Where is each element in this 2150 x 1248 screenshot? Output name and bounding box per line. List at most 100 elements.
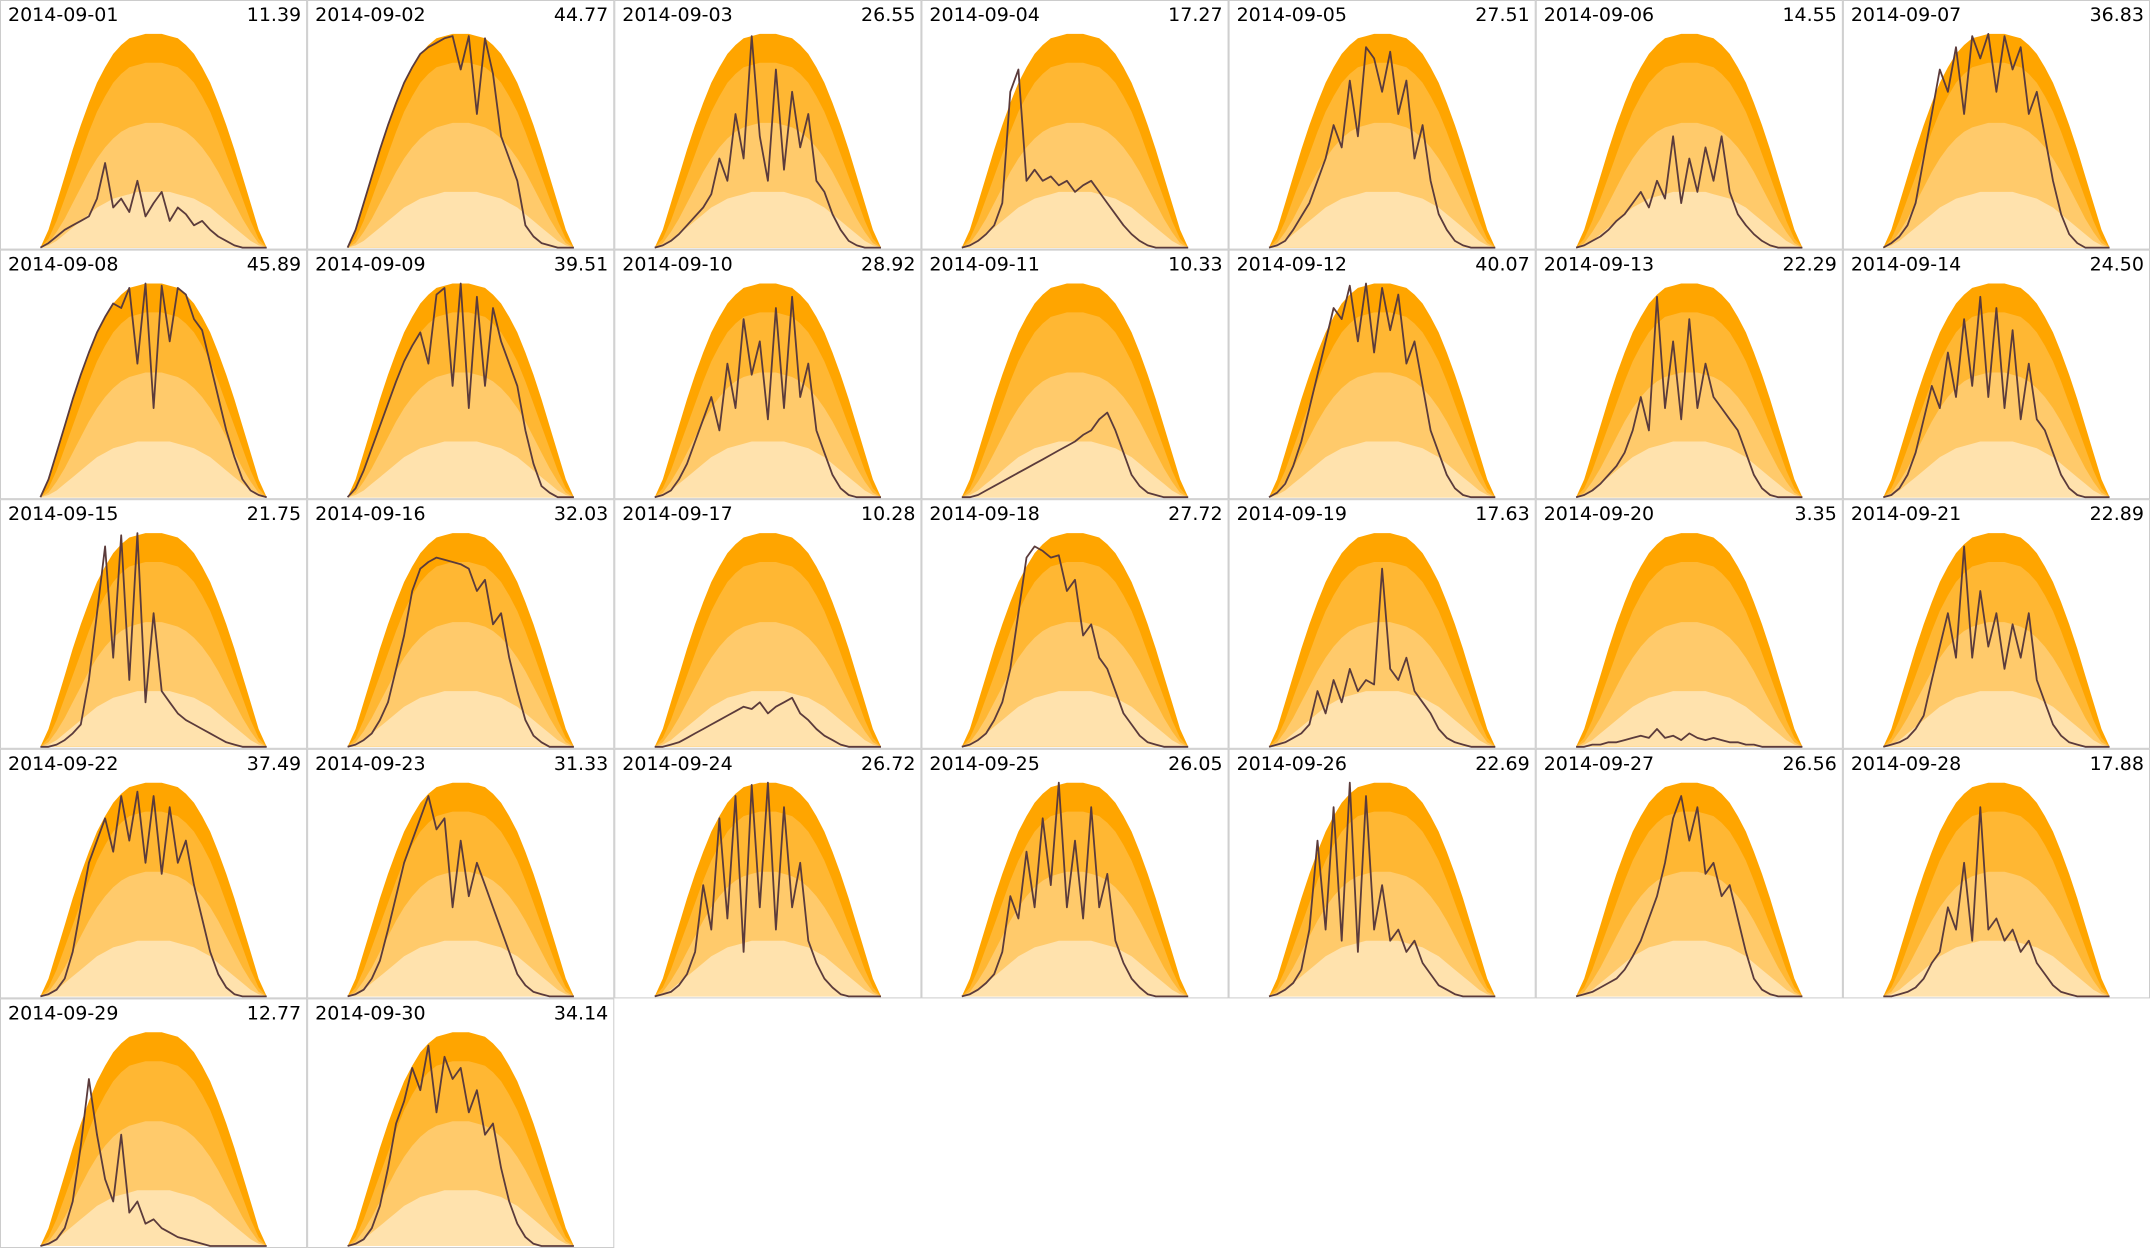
panel: 2014-09-11 10.33 bbox=[921, 249, 1229, 500]
day-line bbox=[346, 282, 574, 499]
day-line bbox=[1883, 545, 2110, 748]
panel-total: 14.55 bbox=[1782, 4, 1836, 26]
panel-frame bbox=[614, 249, 922, 500]
day-line bbox=[1268, 567, 1496, 748]
panel: 2014-09-05 27.51 bbox=[1228, 0, 1536, 250]
panel-frame bbox=[307, 499, 615, 749]
panel-date: 2014-09-06 bbox=[1544, 4, 1654, 26]
panel-date: 2014-09-07 bbox=[1851, 4, 1961, 26]
panel-total: 17.63 bbox=[1475, 503, 1529, 525]
band-area bbox=[654, 691, 881, 747]
panel-date: 2014-09-20 bbox=[1544, 503, 1654, 525]
panel-frame bbox=[1535, 0, 1843, 250]
panel-total: 27.72 bbox=[1168, 503, 1222, 525]
panel: 2014-09-06 14.55 bbox=[1535, 0, 1843, 250]
panel: 2014-09-26 22.69 bbox=[1228, 748, 1536, 999]
panel-total: 27.51 bbox=[1475, 4, 1529, 26]
panel-date: 2014-09-25 bbox=[929, 753, 1039, 775]
day-line bbox=[1883, 295, 2110, 499]
panel-total: 37.49 bbox=[247, 753, 301, 775]
panel: 2014-09-07 36.83 bbox=[1842, 0, 2150, 250]
panel-total: 44.77 bbox=[554, 4, 608, 26]
panel-date: 2014-09-30 bbox=[315, 1002, 425, 1024]
band-area bbox=[961, 691, 1189, 747]
panel: 2014-09-23 31.33 bbox=[307, 748, 615, 999]
panel: 2014-09-25 26.05 bbox=[921, 748, 1229, 999]
band-area bbox=[1576, 441, 1803, 498]
panel-date: 2014-09-27 bbox=[1544, 753, 1654, 775]
panel: 2014-09-30 34.14 bbox=[307, 998, 615, 1248]
panel-date: 2014-09-03 bbox=[622, 4, 732, 26]
panel-date: 2014-09-18 bbox=[929, 503, 1039, 525]
panel: 2014-09-28 17.88 bbox=[1842, 748, 2150, 999]
panel-date: 2014-09-04 bbox=[929, 4, 1039, 26]
band-area bbox=[961, 940, 1189, 997]
panel-date: 2014-09-10 bbox=[622, 254, 732, 276]
panel-frame bbox=[921, 0, 1229, 250]
day-line bbox=[1882, 33, 2110, 249]
panel-date: 2014-09-16 bbox=[315, 503, 425, 525]
panel-frame bbox=[0, 748, 308, 999]
band-area bbox=[654, 191, 881, 248]
panel: 2014-09-16 32.03 bbox=[307, 499, 615, 749]
panel: 2014-09-17 10.28 bbox=[614, 499, 922, 749]
panel-total: 45.89 bbox=[247, 254, 301, 276]
day-line bbox=[654, 295, 881, 499]
panel-total: 22.89 bbox=[2090, 503, 2144, 525]
day-line bbox=[347, 1044, 574, 1247]
band-area bbox=[40, 441, 267, 498]
panel-total: 22.69 bbox=[1475, 753, 1529, 775]
panel-frame bbox=[307, 748, 615, 999]
day-line bbox=[346, 35, 574, 249]
panel: 2014-09-21 22.89 bbox=[1842, 499, 2150, 749]
panel-date: 2014-09-08 bbox=[8, 254, 118, 276]
day-line bbox=[961, 411, 1189, 499]
panel-total: 3.35 bbox=[1795, 503, 1837, 525]
panel-total: 26.56 bbox=[1782, 753, 1836, 775]
panel-frame bbox=[921, 748, 1229, 999]
panel: 2014-09-02 44.77 bbox=[307, 0, 615, 250]
panel: 2014-09-03 26.55 bbox=[614, 0, 922, 250]
band-area bbox=[347, 691, 574, 747]
panel: 2014-09-22 37.49 bbox=[0, 748, 308, 999]
band-area bbox=[1576, 940, 1803, 997]
panel: 2014-09-13 22.29 bbox=[1535, 249, 1843, 500]
band-area bbox=[347, 940, 574, 997]
band-area bbox=[40, 940, 267, 997]
band-area bbox=[654, 940, 881, 997]
panel: 2014-09-08 45.89 bbox=[0, 249, 308, 500]
panel: 2014-09-12 40.07 bbox=[1228, 249, 1536, 500]
panel-total: 26.55 bbox=[861, 4, 915, 26]
day-line bbox=[1575, 295, 1803, 499]
day-line bbox=[39, 282, 267, 499]
day-line bbox=[1268, 781, 1496, 998]
panel-total: 26.72 bbox=[861, 753, 915, 775]
panel: 2014-09-24 26.72 bbox=[614, 748, 922, 999]
day-line bbox=[347, 556, 574, 748]
day-line bbox=[1575, 795, 1803, 998]
panel-frame bbox=[1535, 499, 1843, 749]
band-area bbox=[1269, 441, 1496, 498]
panel-date: 2014-09-23 bbox=[315, 753, 425, 775]
band-area bbox=[1269, 940, 1496, 997]
panel-frame bbox=[307, 249, 615, 500]
day-line bbox=[40, 1078, 267, 1247]
panel-frame bbox=[1228, 0, 1536, 250]
panel-frame bbox=[1228, 249, 1536, 500]
band-area bbox=[1576, 691, 1803, 747]
band-area bbox=[654, 441, 881, 498]
panel: 2014-09-27 26.56 bbox=[1535, 748, 1843, 999]
band-area bbox=[40, 1190, 267, 1246]
panel-frame bbox=[1228, 748, 1536, 999]
panel-date: 2014-09-28 bbox=[1851, 753, 1961, 775]
day-line bbox=[40, 532, 267, 748]
band-area bbox=[347, 1190, 574, 1246]
day-line bbox=[961, 68, 1189, 249]
band-area bbox=[961, 441, 1189, 498]
panel: 2014-09-14 24.50 bbox=[1842, 249, 2150, 500]
panel-date: 2014-09-29 bbox=[8, 1002, 118, 1024]
panel-total: 22.29 bbox=[1782, 254, 1836, 276]
panel-total: 21.75 bbox=[247, 503, 301, 525]
day-line bbox=[40, 790, 267, 998]
